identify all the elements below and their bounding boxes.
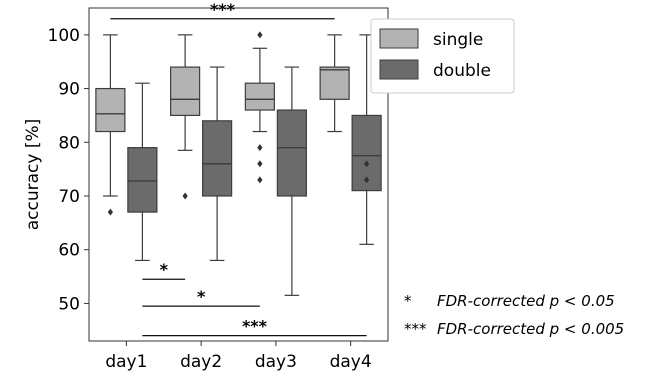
legend-label-single: single [433, 30, 483, 50]
outlier-point [107, 208, 113, 216]
legend-label-double: double [433, 61, 491, 81]
outlier-point [364, 176, 370, 184]
plot-frame [88, 7, 389, 342]
y-tick-label: 70 [58, 187, 80, 207]
box-double-day1 [127, 82, 158, 262]
footnote-1: * FDR-corrected p < 0.05 [404, 292, 615, 310]
iqr-box [127, 147, 158, 213]
x-tick-label: day1 [105, 352, 147, 372]
iqr-box [244, 82, 275, 111]
outlier-point [182, 192, 188, 200]
outlier-point [257, 176, 263, 184]
outlier-point [257, 31, 263, 39]
y-axis-label: accuracy [%] [23, 119, 43, 231]
legend-swatch-double [379, 59, 419, 80]
footnote-2: *** FDR-corrected p < 0.005 [404, 320, 624, 338]
box-single-day2 [170, 34, 201, 200]
x-tick-label: day2 [180, 352, 222, 372]
x-tick-label: day4 [330, 352, 372, 372]
outlier-point [257, 160, 263, 168]
significance-label: *** [210, 0, 236, 19]
y-tick-label: 80 [58, 133, 80, 153]
significance-label: *** [242, 317, 268, 336]
significance-label: * [197, 287, 206, 306]
outlier-point [257, 144, 263, 152]
box-single-day3 [244, 31, 275, 184]
box-double-day3 [276, 66, 307, 296]
legend-swatch-single [379, 28, 419, 49]
box-single-day1 [95, 34, 126, 216]
legend: single double [370, 18, 515, 94]
box-single-day4 [319, 34, 350, 133]
outlier-point [364, 160, 370, 168]
y-tick-label: 50 [58, 294, 80, 314]
y-tick-label: 100 [48, 26, 80, 46]
footnote-1-text: FDR-corrected p < 0.05 [437, 292, 615, 310]
significance-label: * [160, 260, 169, 279]
box-double-day4 [351, 34, 382, 245]
footnote-1-symbol: * [404, 292, 412, 310]
iqr-box [202, 120, 233, 197]
x-tick-label: day3 [255, 352, 297, 372]
y-tick-label: 60 [58, 241, 80, 261]
footnote-2-symbol: *** [404, 320, 427, 338]
footnote-2-text: FDR-corrected p < 0.005 [437, 320, 625, 338]
iqr-box [319, 66, 350, 100]
y-tick-label: 90 [58, 80, 80, 100]
iqr-box [95, 87, 126, 133]
box-double-day2 [202, 66, 233, 262]
iqr-box [276, 109, 307, 197]
iqr-box [170, 66, 201, 117]
